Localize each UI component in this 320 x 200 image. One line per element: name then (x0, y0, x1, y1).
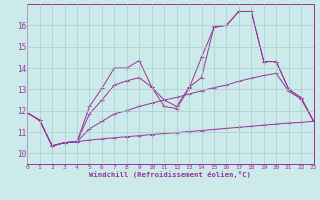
X-axis label: Windchill (Refroidissement éolien,°C): Windchill (Refroidissement éolien,°C) (90, 171, 251, 178)
